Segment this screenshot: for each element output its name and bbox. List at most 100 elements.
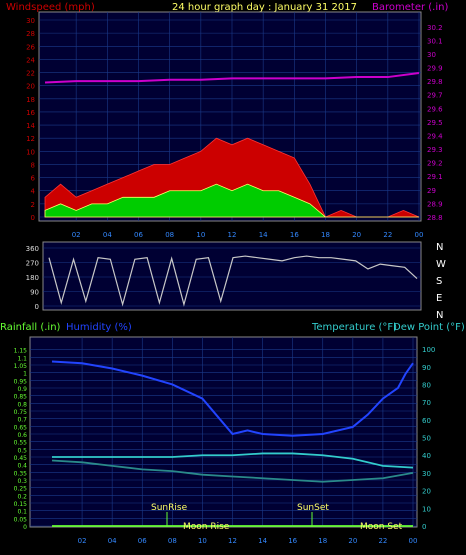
rain-left-tick: 0.6 <box>17 432 27 439</box>
baro-right-tick: 28.8 <box>427 214 443 222</box>
wind-x-tick: 02 <box>72 231 81 239</box>
moonset-label: Moon Set <box>360 522 403 532</box>
moonrise-label: Moon Rise <box>183 522 230 532</box>
dewpoint-label: Dew Point (°F) <box>393 322 465 333</box>
baro-right-tick: 29 <box>427 187 436 195</box>
temp-x-tick: 02 <box>78 537 87 545</box>
rain-left-tick: 0.9 <box>17 386 27 393</box>
temp-marks <box>51 360 414 527</box>
rain-left-tick: 0.7 <box>17 417 27 424</box>
dir-y-tick: 90 <box>30 289 39 297</box>
wind-left-tick: 26 <box>26 43 35 51</box>
wind-left-tick: 6 <box>31 175 36 183</box>
temp-x-tick: 00 <box>409 537 418 545</box>
baro-right-tick: 29.1 <box>427 173 443 181</box>
rain-left-tick: 0 <box>23 524 27 531</box>
baro-right-tick: 29.6 <box>427 105 443 113</box>
rain-left-tick: 0.05 <box>14 516 28 523</box>
wind-left-tick: 8 <box>31 161 35 169</box>
baro-right-tick: 29.4 <box>427 132 443 140</box>
baro-right-tick: 29.2 <box>427 160 443 168</box>
rain-left-tick: 0.95 <box>14 378 28 385</box>
direction-grid <box>43 247 421 307</box>
dir-y-tick: 0 <box>35 303 39 311</box>
temperature-label: Temperature (°F) <box>311 322 397 333</box>
sunrise-label: SunRise <box>151 503 188 513</box>
wind-left-tick: 18 <box>26 96 35 104</box>
wind-x-tick: 06 <box>134 231 143 239</box>
rain-left-tick: 1.1 <box>17 355 27 362</box>
wind-left-tick: 12 <box>26 135 35 143</box>
wind-left-tick: 0 <box>31 214 35 222</box>
wind-x-tick: 14 <box>259 231 268 239</box>
temp-right-tick: 90 <box>422 364 431 372</box>
baro-right-tick: 29.7 <box>427 92 443 100</box>
direction-panel <box>42 241 422 311</box>
compass-label: N <box>436 310 443 321</box>
temp-right-tick: 60 <box>422 417 431 425</box>
rain-left-tick: 0.65 <box>14 424 28 431</box>
temp-x-tick: 22 <box>378 537 387 545</box>
wind-left-tick: 22 <box>26 70 35 78</box>
rain-left-tick: 0.4 <box>17 463 27 470</box>
baro-right-tick: 30.1 <box>427 37 443 45</box>
baro-right-tick: 29.3 <box>427 146 443 154</box>
windspeed-label: Windspeed (mph) <box>6 2 95 13</box>
rain-left-tick: 1 <box>23 371 27 378</box>
rain-left-tick: 0.75 <box>14 409 28 416</box>
temp-right-tick: 50 <box>422 435 431 443</box>
temp-right-tick: 40 <box>422 452 431 460</box>
rain-left-tick: 0.85 <box>14 394 28 401</box>
baro-right-tick: 28.9 <box>427 200 443 208</box>
temperature-line <box>52 452 414 469</box>
wind-left-tick: 4 <box>31 188 36 196</box>
rain-left-tick: 0.8 <box>17 401 27 408</box>
wind-x-tick: 10 <box>196 231 205 239</box>
temp-x-tick: 06 <box>138 537 147 545</box>
baro-right-tick: 29.9 <box>427 65 443 73</box>
wind-left-tick: 10 <box>26 148 35 156</box>
wind-avg-area <box>44 183 419 218</box>
rain-left-tick: 0.1 <box>17 509 27 516</box>
temp-x-tick: 14 <box>258 537 267 545</box>
compass-label: S <box>436 276 442 287</box>
baro-right-tick: 30.2 <box>427 24 443 32</box>
dewpoint-line <box>51 459 414 483</box>
rain-left-tick: 0.35 <box>14 470 28 477</box>
temp-x-tick: 08 <box>168 537 177 545</box>
temp-right-tick: 0 <box>422 523 426 531</box>
dir-y-tick: 270 <box>26 260 39 268</box>
temp-right-tick: 20 <box>422 488 431 496</box>
temp-x-tick: 20 <box>348 537 357 545</box>
temp-right-tick: 70 <box>422 399 431 407</box>
rain-left-tick: 1.15 <box>14 348 28 355</box>
temp-panel <box>29 336 418 528</box>
baro-right-tick: 29.8 <box>427 78 443 86</box>
rain-left-tick: 0.15 <box>14 501 28 508</box>
temp-x-tick: 04 <box>108 537 117 545</box>
wind-x-tick: 20 <box>352 231 361 239</box>
sunset-label: SunSet <box>297 503 329 513</box>
wind-left-tick: 16 <box>26 109 35 117</box>
temp-x-tick: 12 <box>228 537 237 545</box>
rain-left-tick: 1.05 <box>14 363 28 370</box>
baro-right-tick: 29.5 <box>427 119 443 127</box>
barometer-line <box>44 71 420 84</box>
wind-left-tick: 30 <box>26 17 35 25</box>
temp-right-tick: 100 <box>422 346 435 354</box>
rain-left-tick: 0.5 <box>17 447 27 454</box>
rain-left-tick: 0.2 <box>17 493 27 500</box>
wind-x-tick: 18 <box>321 231 330 239</box>
baro-right-tick: 30 <box>427 51 436 59</box>
wind-x-tick: 22 <box>383 231 392 239</box>
temp-x-tick: 10 <box>198 537 207 545</box>
wind-left-tick: 20 <box>26 83 35 91</box>
rainfall-label: Rainfall (.in) <box>0 322 61 333</box>
wind-x-tick: 08 <box>165 231 174 239</box>
wind-x-tick: 04 <box>103 231 112 239</box>
wind-left-tick: 24 <box>26 56 35 64</box>
temp-right-tick: 30 <box>422 470 431 478</box>
temp-x-tick: 16 <box>288 537 297 545</box>
humidity-label: Humidity (%) <box>66 322 132 333</box>
